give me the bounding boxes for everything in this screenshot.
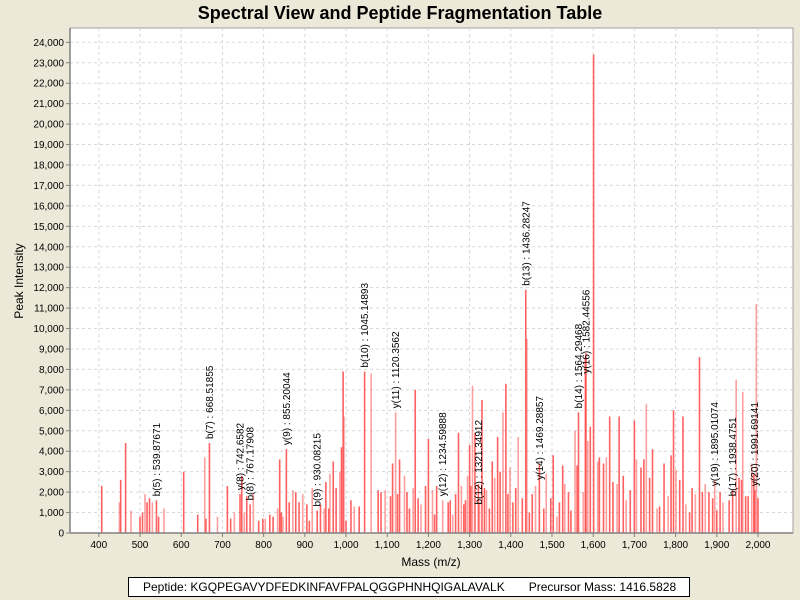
axes: 400 500 600 700 800 900 1,000 1,100 1,200 1,300 1,… [33,28,793,551]
y-tick-label: 17,000 [33,181,64,192]
y-tick-label: 16,000 [33,201,64,212]
y-tick-label: 7,000 [39,385,64,396]
peak-annotation: b(12) : 1321.34912 [474,420,485,505]
chart-title: Spectral View and Peptide Fragmentation … [197,3,603,23]
y-tick-label: 6,000 [39,406,64,417]
y-axis-label: Peak Intensity [12,243,26,318]
peak-bars [100,54,759,533]
y-tick-label: 23,000 [33,58,64,69]
x-tick-label: 1,700 [622,540,647,551]
y-tick-label: 9,000 [39,344,64,355]
x-tick-label: 1,300 [457,540,482,551]
y-tick-label: 14,000 [33,242,64,253]
y-tick-label: 22,000 [33,79,64,90]
peak-annotation: b(13) : 1436.28247 [521,201,532,286]
x-tick-label: 1,100 [375,540,400,551]
x-tick-label: 500 [132,540,149,551]
peptide-label: Peptide: [143,580,188,594]
peptide-info-box: Peptide: KGQPEGAVYDFEDKINFAVFPALQGGPHNHQ… [128,577,690,597]
peak-annotation: y(12) : 1234.59888 [438,412,449,496]
y-tick-label: 1,000 [39,508,64,519]
peak-annotations: b(5) : 539.87671 b(7) : 668.51855 y(8) : 7… [152,201,761,507]
peak-annotation: y(9) : 855.20044 [282,372,293,445]
precursor-label: Precursor Mass: [528,580,617,594]
peak-annotation: b(10) : 1045.14893 [360,283,371,368]
x-tick-label: 1,200 [416,540,441,551]
x-tick-label: 700 [214,540,231,551]
peak-annotation: y(19) : 1895.01074 [710,402,721,486]
y-tick-label: 3,000 [39,467,64,478]
peptide-sequence: KGQPEGAVYDFEDKINFAVFPALQGGPHNHQIGALAVALK [190,580,505,594]
y-tick-label: 20,000 [33,120,64,131]
y-tick-label: 19,000 [33,140,64,151]
peak-annotation: y(8) : 742.6582 [236,422,247,490]
peak-annotation: y(11) : 1120.3562 [391,331,402,408]
peak-annotation: b(5) : 539.87671 [152,422,163,496]
y-tick-label: 8,000 [39,365,64,376]
peak-annotation: y(16) : 1582.44556 [581,289,592,373]
y-tick-label: 0 [58,529,64,540]
x-tick-label: 1,500 [539,540,564,551]
x-tick-label: 400 [90,540,107,551]
x-tick-label: 1,400 [498,540,523,551]
grid-lines [70,28,793,533]
x-tick-label: 800 [255,540,272,551]
x-tick-label: 1,000 [334,540,359,551]
x-axis-label: Mass (m/z) [401,555,460,569]
peak-annotation: b(7) : 668.51855 [205,365,216,439]
peak-annotation: b(9) : 930.08215 [313,433,324,507]
y-tick-label: 21,000 [33,99,64,110]
peak-annotation: y(20) : 1991.69141 [750,402,761,486]
y-tick-label: 11,000 [34,304,64,315]
y-tick-label: 12,000 [33,283,64,294]
peak-annotation: y(14) : 1469.28857 [535,396,546,480]
y-tick-label: 10,000 [33,324,64,335]
peak-annotation: b(14) : 1564.29468 [574,323,585,408]
x-tick-label: 2,000 [745,540,770,551]
y-tick-label: 2,000 [39,488,64,499]
y-tick-label: 15,000 [33,222,64,233]
x-tick-label: 1,600 [581,540,606,551]
y-tick-label: 24,000 [33,38,64,49]
x-tick-label: 1,900 [704,540,729,551]
y-tick-label: 5,000 [39,426,64,437]
y-tick-label: 4,000 [39,447,64,458]
x-tick-label: 1,800 [663,540,688,551]
peak-annotation: b(8) : 767.17908 [246,427,257,501]
x-tick-label: 600 [173,540,190,551]
precursor-mass: 1416.5828 [619,580,677,594]
y-tick-label: 18,000 [33,160,64,171]
plot-background [69,27,794,534]
y-tick-label: 13,000 [33,263,64,274]
peak-annotation: b(17) : 1938.4751 [728,417,739,496]
x-tick-label: 900 [296,540,313,551]
